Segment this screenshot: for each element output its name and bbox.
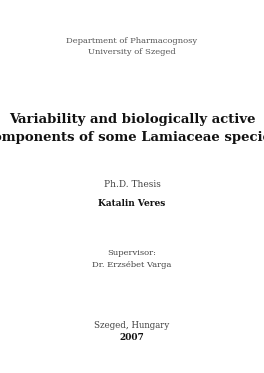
Text: Ph.D. Thesis: Ph.D. Thesis <box>103 180 161 189</box>
Text: Szeged, Hungary: Szeged, Hungary <box>94 321 170 330</box>
Text: Variability and biologically active
components of some Lamiaceae species: Variability and biologically active comp… <box>0 113 264 144</box>
Text: Katalin Veres: Katalin Veres <box>98 199 166 208</box>
Text: Supervisor:
Dr. Erzsébet Varga: Supervisor: Dr. Erzsébet Varga <box>92 250 172 269</box>
Text: 2007: 2007 <box>120 333 144 342</box>
Text: Department of Pharmacognosy
University of Szeged: Department of Pharmacognosy University o… <box>67 37 197 56</box>
